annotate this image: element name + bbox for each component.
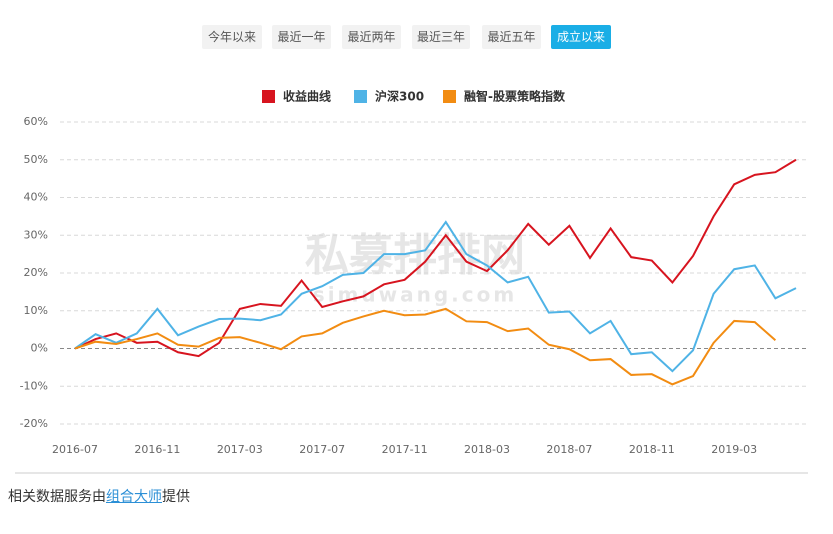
y-tick-label: -20%: [20, 417, 48, 430]
legend-label: 收益曲线: [283, 89, 331, 104]
legend-label: 融智-股票策略指数: [464, 89, 566, 104]
range-button[interactable]: 最近两年: [342, 25, 401, 49]
range-button[interactable]: 成立以来: [551, 25, 611, 49]
series-line: [74, 307, 777, 386]
x-tick-label: 2017-03: [217, 443, 263, 456]
y-tick-label: 20%: [24, 266, 48, 279]
range-button[interactable]: 最近一年: [272, 25, 331, 49]
footer-suffix: 提供: [162, 489, 190, 505]
y-tick-label: 0%: [31, 342, 48, 355]
x-tick-label: 2016-07: [52, 443, 98, 456]
footer-prefix: 相关数据服务由: [8, 489, 106, 505]
range-button[interactable]: 最近五年: [482, 25, 541, 49]
x-tick-label: 2017-11: [382, 443, 428, 456]
y-tick-label: 50%: [24, 153, 48, 166]
x-tick-label: 2018-11: [629, 443, 675, 456]
x-tick-label: 2017-07: [299, 443, 345, 456]
x-tick-label: 2019-03: [711, 443, 757, 456]
range-button[interactable]: 今年以来: [202, 25, 262, 49]
legend-swatch: [354, 90, 367, 103]
range-button[interactable]: 最近三年: [412, 25, 470, 49]
x-tick-label: 2018-07: [546, 443, 592, 456]
footer: 相关数据服务由组合大师提供: [8, 486, 190, 506]
x-tick-label: 2016-11: [134, 443, 180, 456]
y-tick-label: 40%: [24, 191, 48, 204]
y-tick-label: 30%: [24, 228, 48, 241]
legend-swatch: [443, 90, 456, 103]
series-line: [74, 158, 797, 358]
legend-label: 沪深300: [375, 89, 424, 104]
watermark: 私募排排网: [305, 230, 525, 281]
y-tick-label: 60%: [24, 115, 48, 128]
footer-link[interactable]: 组合大师: [106, 489, 162, 505]
chart: 私募排排网 simuwang.com -20% -10% 0% 10% 20% 30% 40…: [15, 89, 808, 474]
series-line: [74, 220, 797, 373]
watermark-url: simuwang.com: [313, 283, 517, 307]
y-tick-label: 10%: [24, 304, 48, 317]
x-tick-label: 2018-03: [464, 443, 510, 456]
legend-swatch: [262, 90, 275, 103]
y-tick-label: -10%: [20, 379, 48, 392]
